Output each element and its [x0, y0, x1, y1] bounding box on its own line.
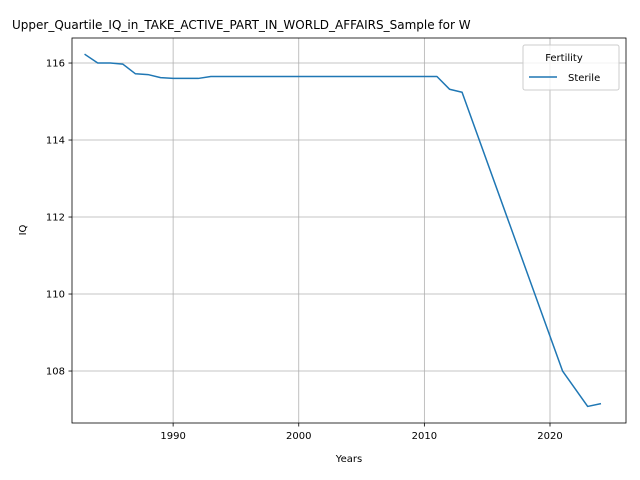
y-tick-label: 110: [46, 290, 65, 301]
series-line-sterile: [84, 53, 602, 408]
x-tick-label: 2000: [286, 431, 311, 442]
y-axis: 108 110 112 114 116: [46, 59, 72, 378]
legend: Fertility Sterile: [522, 44, 620, 91]
x-axis: 1990 2000 2010 2020: [160, 423, 563, 442]
y-tick-label: 116: [46, 59, 65, 70]
y-tick-label: 112: [46, 213, 65, 224]
y-tick-label: 114: [46, 136, 65, 147]
grid: [72, 38, 626, 423]
x-tick-label: 1990: [160, 431, 185, 442]
legend-title: Fertility: [545, 53, 583, 64]
x-axis-label: Years: [335, 454, 362, 465]
y-axis-label: IQ: [18, 224, 29, 235]
legend-label-sterile: Sterile: [568, 73, 600, 84]
chart-title: Upper_Quartile_IQ_in_TAKE_ACTIVE_PART_IN…: [12, 18, 471, 32]
y-tick-label: 108: [46, 367, 65, 378]
x-tick-label: 2020: [537, 431, 562, 442]
legend-box: [522, 44, 620, 91]
plot-area: [71, 37, 627, 424]
series-layer: [84, 53, 602, 408]
x-tick-label: 2010: [412, 431, 437, 442]
